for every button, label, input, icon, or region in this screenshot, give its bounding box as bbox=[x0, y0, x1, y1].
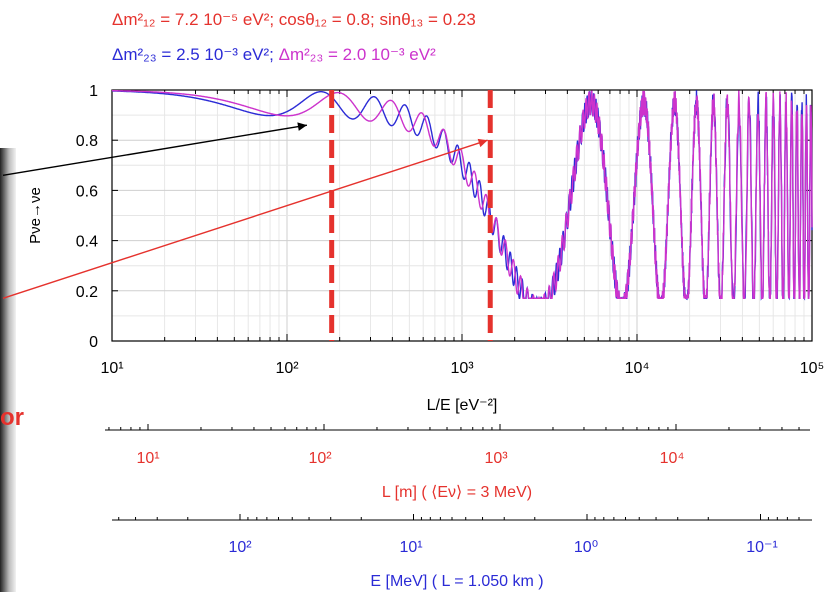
y-tick-label: 1 bbox=[89, 83, 98, 100]
x-tick-label: 10¹ bbox=[100, 360, 123, 377]
header-line-1: Δm²₁₂ = 7.2 10⁻⁵ eV²; cosθ₁₂ = 0.8; sinθ… bbox=[112, 10, 476, 29]
secondary-axis-1-tick-label: 10² bbox=[308, 450, 332, 467]
secondary-axis-2-tick-label: 10⁻¹ bbox=[746, 539, 778, 556]
annotation-arrowhead-1 bbox=[297, 122, 307, 131]
x-axis-label: L/E [eV⁻²] bbox=[427, 397, 498, 414]
header-line-2-blue: Δm²₂₃ = 2.5 10⁻³ eV²; bbox=[112, 45, 274, 64]
y-axis-label: Pνe→νe bbox=[27, 187, 44, 244]
y-tick-label: 0.4 bbox=[76, 234, 98, 251]
secondary-axis-1-label: L [m] ( ⟨Eν⟩ = 3 MeV) bbox=[382, 484, 532, 501]
annotation-arrow-1 bbox=[2, 124, 308, 177]
x-tick-label: 10² bbox=[275, 360, 299, 377]
annotation-arrowhead-2 bbox=[477, 138, 488, 148]
secondary-axis-1-tick-label: 10³ bbox=[484, 450, 508, 467]
y-tick-label: 0.8 bbox=[76, 133, 98, 150]
secondary-axis-1-tick-label: 10¹ bbox=[136, 450, 159, 467]
left-edge-strip bbox=[0, 148, 16, 592]
secondary-axis-1-tick-label: 10⁴ bbox=[660, 450, 685, 467]
annotation-arrow-2 bbox=[2, 139, 488, 299]
y-tick-label: 0.6 bbox=[76, 183, 98, 200]
secondary-axis-2-tick-label: 10⁰ bbox=[574, 539, 598, 556]
header-line-2: Δm²₂₃ = 2.5 10⁻³ eV²; Δm²₂₃ = 2.0 10⁻³ e… bbox=[112, 45, 436, 65]
header-line-2-magenta: Δm²₂₃ = 2.0 10⁻³ eV² bbox=[278, 45, 436, 64]
secondary-axis-2-tick-label: 10¹ bbox=[399, 539, 422, 556]
x-tick-label: 10³ bbox=[450, 360, 474, 377]
side-text: or bbox=[0, 404, 24, 431]
series-line-2 bbox=[112, 89, 813, 299]
x-tick-label: 10⁵ bbox=[800, 360, 824, 377]
y-tick-label: 0.2 bbox=[76, 284, 98, 301]
y-tick-label: 0 bbox=[89, 334, 98, 351]
secondary-axis-2-label: E [MeV] ( L = 1.050 km ) bbox=[370, 573, 543, 590]
secondary-axis-2-tick-label: 10² bbox=[228, 539, 252, 556]
x-tick-label: 10⁴ bbox=[625, 360, 650, 377]
